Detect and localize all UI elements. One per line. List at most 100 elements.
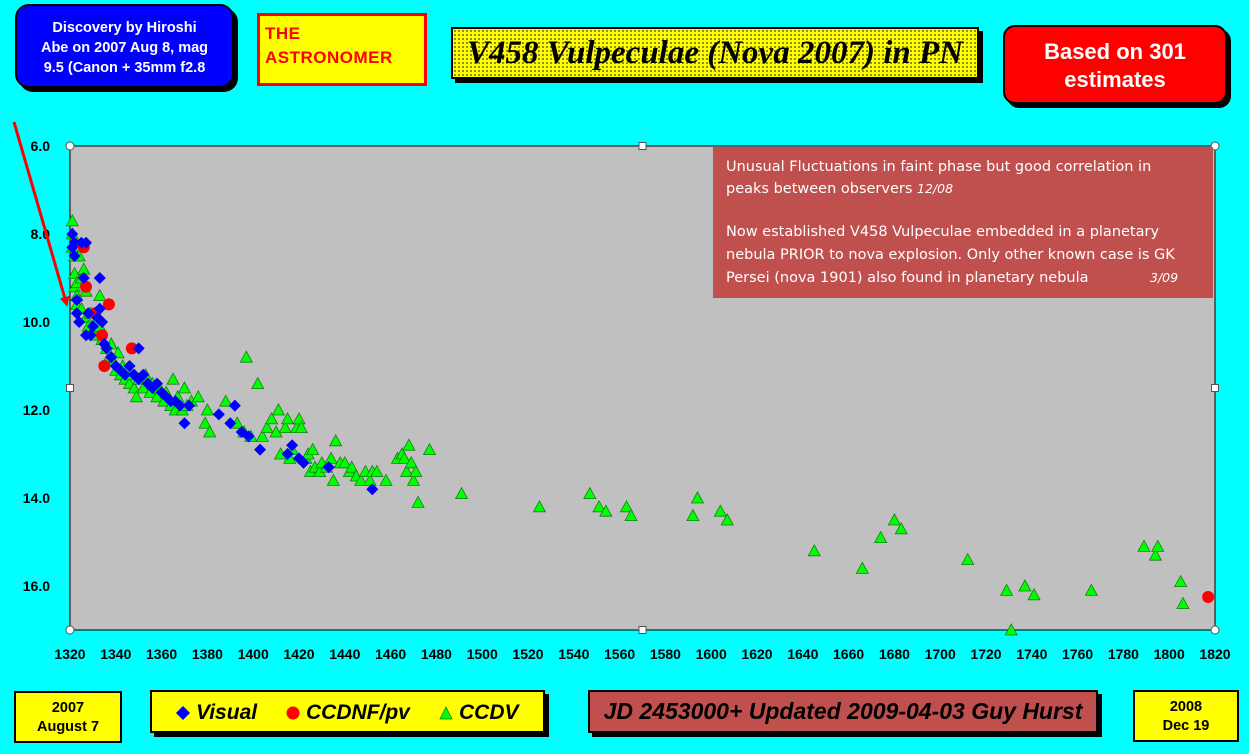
legend-item-ccdv: CCDV: [439, 702, 519, 724]
visual-point: [132, 342, 145, 355]
y-axis: 6.08.010.012.014.016.0: [23, 138, 50, 594]
x-tick-label: 1780: [1108, 646, 1139, 662]
ccdv-point: [720, 513, 734, 526]
x-tick-label: 1620: [741, 646, 772, 662]
x-tick-label: 1440: [329, 646, 360, 662]
ccdv-point: [1151, 539, 1165, 552]
x-tick-label: 1800: [1154, 646, 1185, 662]
visual-point: [183, 399, 196, 412]
legend-label-visual: Visual: [196, 701, 258, 724]
visual-point: [254, 443, 267, 456]
visual-point: [281, 448, 294, 460]
ccdv-point: [599, 504, 613, 517]
ccdv-point: [686, 508, 700, 521]
x-tick-label: 1360: [146, 646, 177, 662]
annotation-box: Unusual Fluctuations in faint phase but …: [713, 147, 1213, 298]
ccdnf-point: [96, 329, 109, 342]
x-tick-label: 1700: [925, 646, 956, 662]
x-tick-label: 1580: [650, 646, 681, 662]
update-note: JD 2453000+ Updated 2009-04-03 Guy Hurst: [588, 690, 1098, 733]
ccdv-point: [592, 499, 606, 513]
x-tick-label: 1820: [1199, 646, 1230, 662]
x-tick-label: 1680: [879, 646, 910, 662]
x-tick-label: 1720: [970, 646, 1001, 662]
ccdv-point: [251, 376, 265, 389]
ccdnf-point: [98, 360, 111, 372]
ccdv-point: [1173, 574, 1188, 587]
end-date-day: Dec 19: [1162, 718, 1210, 734]
estimate-count-line-1: Based on 301: [1044, 39, 1186, 64]
legend-item-ccdnf: CCDNF/pv: [286, 702, 410, 724]
x-tick-label: 1640: [787, 646, 818, 662]
ccdv-point: [200, 403, 215, 416]
edge-handle: [1211, 384, 1219, 392]
edge-handle: [66, 384, 74, 392]
ccdv-point: [1176, 596, 1190, 609]
visual-point: [73, 316, 86, 328]
discovery-note: Discovery by Hiroshi Abe on 2007 Aug 8, …: [15, 4, 234, 88]
data-points: [65, 213, 1215, 636]
ccdv-point: [894, 521, 908, 535]
visual-point: [86, 320, 99, 333]
ccdv-point: [402, 438, 416, 451]
visual-point: [242, 430, 255, 443]
ccdv-point: [411, 495, 425, 508]
ccdnf-point: [125, 342, 138, 355]
ccdv-point: [324, 451, 338, 464]
x-tick-label: 1660: [833, 646, 864, 662]
x-tick-label: 1520: [512, 646, 543, 662]
start-date-label: 2007 August 7: [14, 691, 122, 743]
ccdnf-point: [1202, 591, 1215, 603]
visual-point: [68, 236, 81, 249]
x-tick-label: 1560: [604, 646, 635, 662]
triangle-marker-icon: [439, 706, 453, 720]
visual-point: [228, 399, 241, 412]
ccdv-point: [1004, 623, 1018, 636]
ccdv-point: [271, 403, 286, 416]
y-tick-label: 14.0: [23, 490, 50, 506]
annotation-date-2: 3/09: [1150, 270, 1178, 285]
visual-point: [70, 307, 83, 320]
visual-point: [366, 483, 379, 496]
ccdv-point: [370, 464, 384, 477]
end-date-label: 2008 Dec 19: [1133, 690, 1239, 742]
ccdv-point: [203, 425, 217, 438]
ccdv-point: [397, 451, 412, 464]
start-date-year: 2007: [51, 700, 85, 716]
visual-point: [70, 294, 83, 306]
x-tick-label: 1380: [192, 646, 223, 662]
ccdv-point: [191, 389, 205, 403]
ccdv-point: [177, 381, 192, 394]
visual-point: [212, 408, 225, 421]
visual-point: [68, 250, 81, 262]
visual-point: [123, 360, 136, 372]
light-curve-chart: 6.08.010.012.014.016.0 1320 1340 1360 1380 1…: [12, 121, 1231, 662]
ccdv-point: [278, 420, 292, 433]
ccdv-point: [166, 372, 180, 385]
x-tick-label: 1480: [421, 646, 452, 662]
annotation-paragraph-1: Unusual Fluctuations in faint phase but …: [726, 159, 1156, 197]
ccdv-point: [624, 508, 638, 521]
end-date-year: 2008: [1169, 699, 1203, 715]
x-tick-label: 1540: [558, 646, 589, 662]
visual-point: [173, 399, 186, 412]
ccdv-point: [354, 473, 368, 486]
estimate-count-badge: Based on 301 estimates: [1003, 25, 1227, 104]
legend-item-visual: Visual: [176, 702, 257, 724]
corner-handle: [1210, 625, 1220, 635]
corner-handle: [65, 141, 75, 151]
visual-point: [100, 342, 113, 355]
visual-point: [80, 236, 93, 249]
ccdv-point: [338, 455, 352, 469]
ccdv-point: [399, 464, 414, 477]
ccdv-point: [873, 530, 888, 543]
x-tick-label: 1400: [238, 646, 269, 662]
ccdv-point: [111, 345, 125, 359]
x-tick-label: 1320: [54, 646, 85, 662]
ccdv-point: [999, 583, 1014, 596]
ccdv-point: [292, 411, 306, 425]
ccdv-point: [807, 543, 821, 557]
ccdv-point: [1084, 583, 1099, 596]
ccdv-point: [328, 433, 343, 447]
ccdv-point: [219, 394, 233, 407]
